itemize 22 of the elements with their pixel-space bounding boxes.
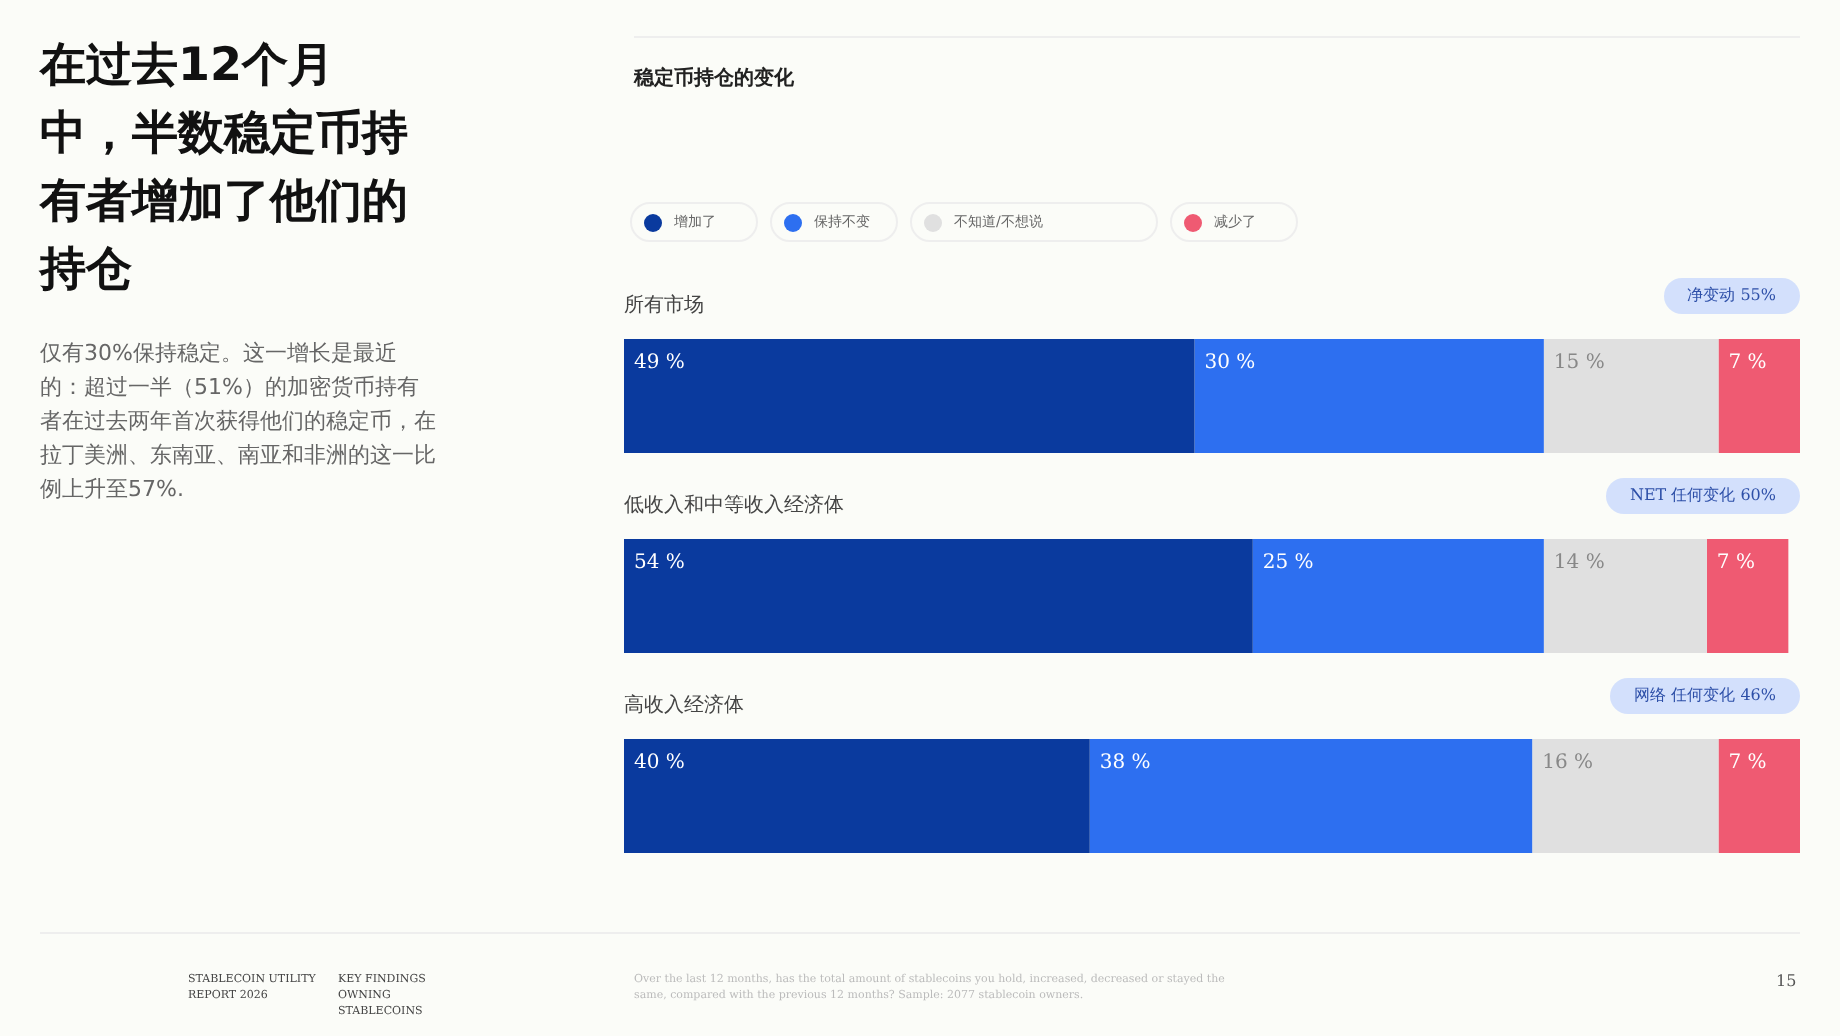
y-tick-label: 所有市场 <box>624 292 704 317</box>
data-label: 7 % <box>1716 552 1755 575</box>
text: 仅有30%保持稳定。这一增长是最近的：超过一半（51%）的加密货币持有者在过去两年首次获得他们的稳定币，在拉丁美洲、东南亚、南亚和非洲的这一比例上升至57%. <box>40 338 438 506</box>
data-label: 7 % <box>1728 752 1767 775</box>
data-label: 38 % <box>1099 752 1151 775</box>
data-label: 25 % <box>1262 552 1314 575</box>
data-label: 7 % <box>1728 352 1767 375</box>
annotation: 网络 任何变化 46% <box>1610 678 1800 715</box>
data-label: 54 % <box>634 552 685 575</box>
data-label: 40 % <box>634 752 685 775</box>
data-label: 49 % <box>634 352 685 375</box>
text: 15 <box>1776 972 1797 990</box>
annotation: NET 任何变化 60% <box>1605 478 1800 515</box>
data-label: 14 % <box>1553 552 1605 575</box>
data-label: 30 % <box>1204 352 1256 375</box>
text: 在过去12个月中，半数稳定币持有者增加了他们的持仓 <box>40 38 410 300</box>
chart-subtitle: 稳定币持仓的变化 <box>634 64 794 92</box>
annotation: 净变动 55% <box>1663 278 1800 315</box>
y-tick-label: 低收入和中等收入经济体 <box>624 492 844 517</box>
data-label: 16 % <box>1542 752 1594 775</box>
data-label: 15 % <box>1553 352 1605 375</box>
y-tick-label: 高收入经济体 <box>624 692 744 717</box>
